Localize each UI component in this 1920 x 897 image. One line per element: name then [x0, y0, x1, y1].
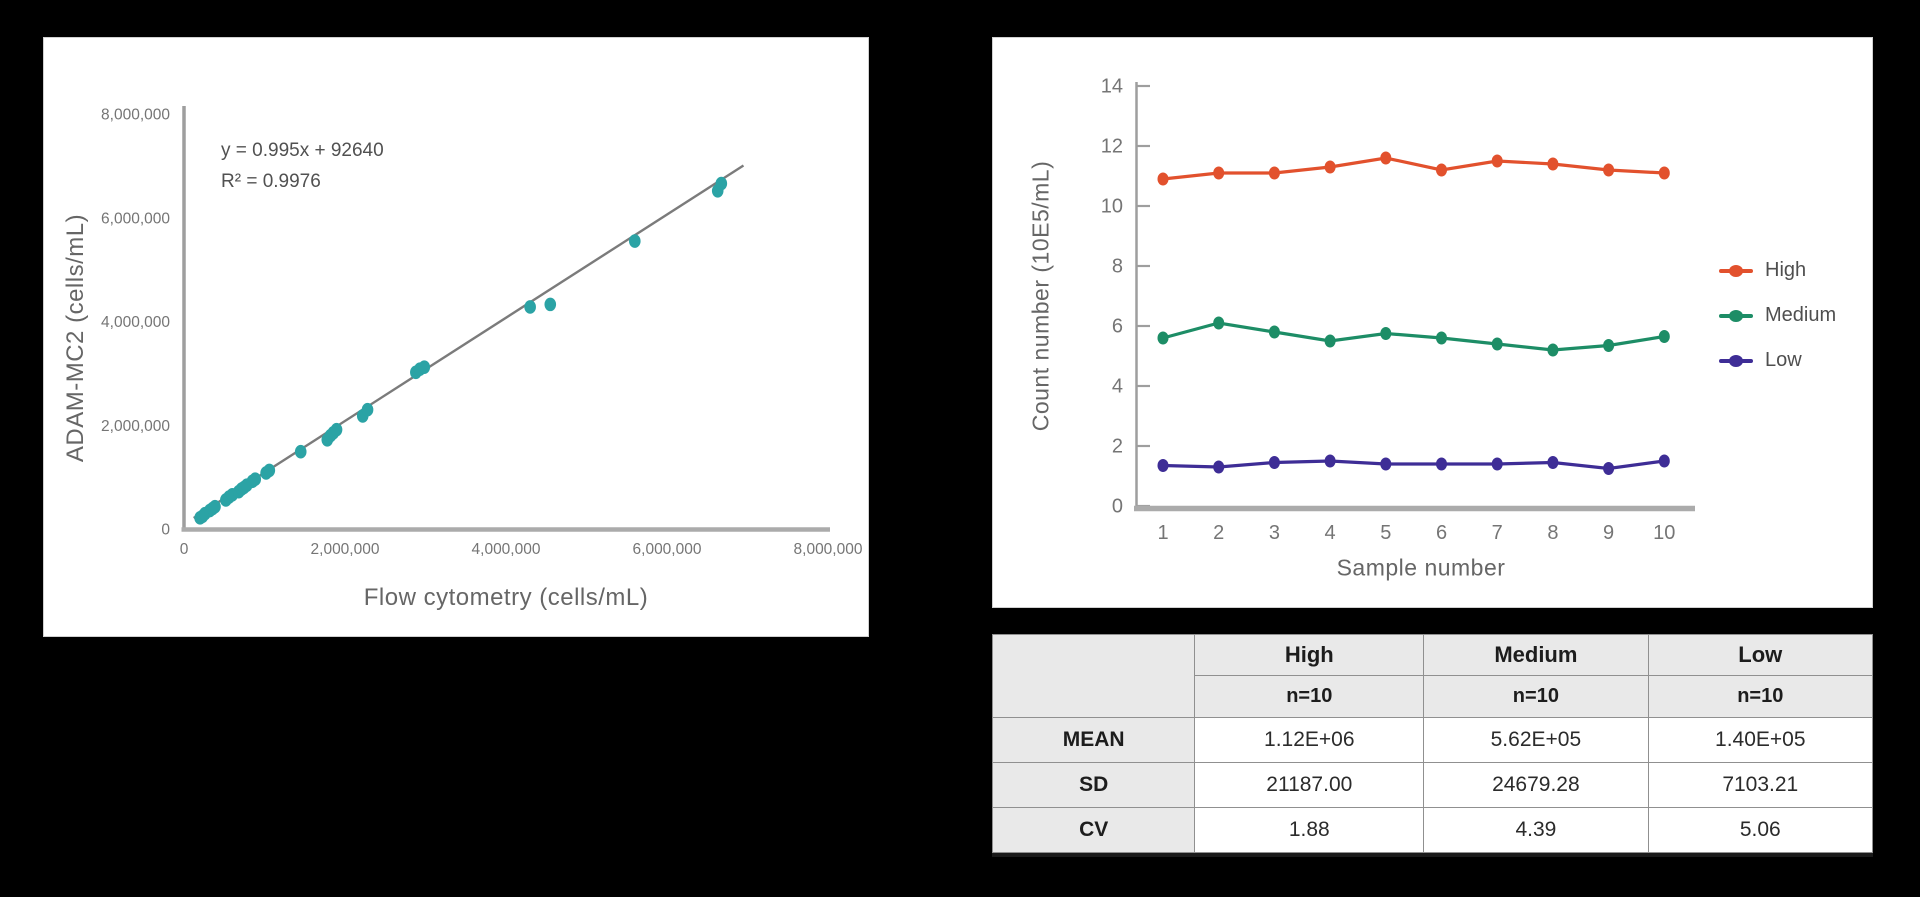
line-x-axis-title: Sample number [1336, 554, 1506, 581]
svg-text:2,000,000: 2,000,000 [101, 418, 170, 435]
svg-text:10: 10 [1101, 196, 1123, 218]
scatter-y-axis-title: ADAM-MC2 (cells/mL) [62, 213, 89, 463]
column-header-medium: Medium [1423, 634, 1649, 676]
svg-text:2: 2 [1213, 522, 1224, 544]
svg-text:4: 4 [1112, 376, 1123, 398]
high-series-marker-icon [1719, 264, 1753, 278]
row-label-cv: CV [991, 807, 1196, 853]
cv-low-value: 5.06 [1647, 807, 1874, 853]
svg-text:8,000,000: 8,000,000 [101, 107, 170, 124]
subheader-low-n: n=10 [1647, 675, 1874, 718]
column-header-low: Low [1647, 634, 1874, 676]
summary-table-panel: High Medium Low n=10 n=10 n=10 MEAN 1.12… [991, 634, 1874, 857]
svg-text:8,000,000: 8,000,000 [794, 541, 863, 558]
svg-text:6,000,000: 6,000,000 [633, 541, 702, 558]
legend-label-medium: Medium [1765, 304, 1837, 326]
cv-medium-value: 4.39 [1423, 807, 1649, 853]
svg-text:3: 3 [1269, 522, 1280, 544]
svg-text:5: 5 [1380, 522, 1391, 544]
svg-text:4,000,000: 4,000,000 [101, 314, 170, 331]
svg-text:8: 8 [1547, 522, 1558, 544]
correlation-chart-panel: 0 2,000,000 4,000,000 6,000,000 8,000,000 0 2,… [43, 37, 869, 637]
legend-item-medium: Medium [1719, 293, 1836, 338]
precision-chart-panel: 0 2 4 6 8 10 12 14 1 2 3 4 5 6 7 8 9 10 Count number (10E… [992, 37, 1873, 608]
low-series-marker-icon [1719, 354, 1753, 368]
scatter-x-axis-title: Flow cytometry (cells/mL) [363, 584, 649, 611]
column-header-high: High [1194, 634, 1425, 676]
line-y-axis-title: Count number (10E5/mL) [1027, 160, 1054, 432]
row-label-sd: SD [991, 762, 1196, 808]
mean-medium-value: 5.62E+05 [1423, 717, 1649, 763]
summary-statistics-table: High Medium Low n=10 n=10 n=10 MEAN 1.12… [991, 634, 1874, 853]
svg-text:12: 12 [1101, 136, 1123, 158]
regression-annotation: y = 0.995x + 92640 R² = 0.9976 [221, 135, 384, 197]
cv-high-value: 1.88 [1194, 807, 1425, 853]
legend-label-low: Low [1765, 349, 1802, 371]
svg-text:6: 6 [1112, 316, 1123, 338]
chart-legend: High Medium Low [1719, 248, 1836, 383]
subheader-high-n: n=10 [1194, 675, 1425, 718]
table-row-sd: SD 21187.00 24679.28 7103.21 [991, 762, 1874, 808]
mean-low-value: 1.40E+05 [1647, 717, 1874, 763]
sd-medium-value: 24679.28 [1423, 762, 1649, 808]
legend-item-low: Low [1719, 338, 1836, 383]
r-squared-value: R² = 0.9976 [221, 171, 321, 192]
svg-text:2: 2 [1112, 436, 1123, 458]
svg-text:0: 0 [1112, 496, 1123, 518]
svg-text:9: 9 [1603, 522, 1614, 544]
svg-text:0: 0 [180, 541, 189, 558]
medium-series-marker-icon [1719, 309, 1753, 323]
mean-high-value: 1.12E+06 [1194, 717, 1425, 763]
svg-text:2,000,000: 2,000,000 [311, 541, 380, 558]
table-corner-cell [991, 634, 1196, 718]
legend-label-high: High [1765, 259, 1807, 281]
svg-text:8: 8 [1112, 256, 1123, 278]
svg-text:4: 4 [1325, 522, 1336, 544]
svg-text:7: 7 [1492, 522, 1503, 544]
svg-text:14: 14 [1101, 76, 1123, 98]
svg-text:1: 1 [1157, 522, 1168, 544]
table-row-cv: CV 1.88 4.39 5.06 [991, 807, 1874, 853]
svg-text:4,000,000: 4,000,000 [472, 541, 541, 558]
svg-text:6,000,000: 6,000,000 [101, 210, 170, 227]
correlation-scatter-plot: 0 2,000,000 4,000,000 6,000,000 8,000,000 0 2,… [101, 106, 863, 558]
svg-text:0: 0 [161, 522, 170, 539]
svg-text:10: 10 [1653, 522, 1675, 544]
svg-text:6: 6 [1436, 522, 1447, 544]
legend-item-high: High [1719, 248, 1836, 293]
regression-equation: y = 0.995x + 92640 [221, 140, 384, 161]
sd-high-value: 21187.00 [1194, 762, 1425, 808]
subheader-medium-n: n=10 [1423, 675, 1649, 718]
row-label-mean: MEAN [991, 717, 1196, 763]
sd-low-value: 7103.21 [1647, 762, 1874, 808]
table-row-mean: MEAN 1.12E+06 5.62E+05 1.40E+05 [991, 717, 1874, 763]
